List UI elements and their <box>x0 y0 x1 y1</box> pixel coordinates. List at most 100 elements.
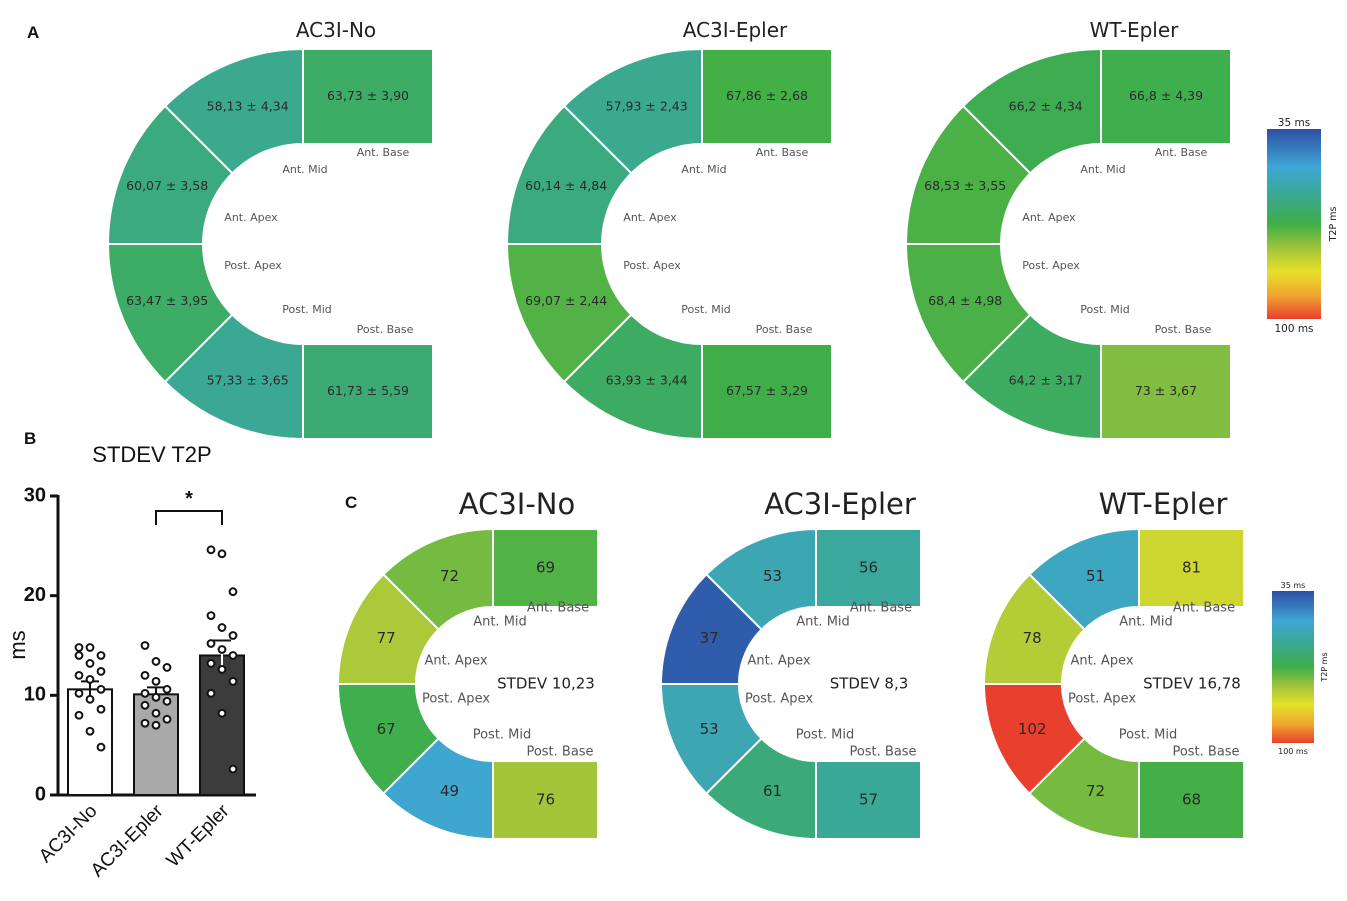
panel-b-bar-chart: STDEV T2P ms 0 10 20 30 AC3I-NoAC3I-EplerWT-Ep… <box>5 442 256 881</box>
segment-label-ant-apex: Ant. Apex <box>224 211 278 224</box>
segment-post-base <box>701 343 833 440</box>
data-point <box>151 676 161 686</box>
segment-label-post-base: Post. Base <box>526 745 593 760</box>
segment-label-post-mid: Post. Mid <box>796 728 855 743</box>
colorbar-a: 35 ms 100 ms T2P ms <box>1267 117 1339 335</box>
data-point <box>162 714 172 724</box>
colorbar-a-max-label: 100 ms <box>1274 323 1313 335</box>
data-point <box>85 659 95 668</box>
segment-value: 61 <box>763 782 782 800</box>
data-point <box>151 692 161 702</box>
segment-label-post-base: Post. Base <box>1155 323 1212 336</box>
colorbar-a-axis-label: T2P ms <box>1328 207 1339 243</box>
segment-label-post-apex: Post. Apex <box>623 259 681 272</box>
significance-bracket <box>155 510 223 525</box>
segment-post-base <box>1100 343 1232 440</box>
segment-value: 66,2 ± 4,34 <box>1009 99 1083 114</box>
colorbar-c: 35 ms 100 ms T2P ms <box>1272 581 1329 756</box>
segment-label-post-apex: Post. Apex <box>745 692 813 707</box>
colorbar-c-min-label: 35 ms <box>1281 581 1306 590</box>
data-point <box>228 587 238 597</box>
data-point <box>140 671 150 680</box>
data-point <box>217 708 227 718</box>
segment-label-ant-base: Ant. Base <box>527 601 589 616</box>
map-title: WT-Epler <box>1090 18 1180 42</box>
segment-value: 73 ± 3,67 <box>1135 383 1197 398</box>
segment-value: 66,8 ± 4,39 <box>1129 88 1203 103</box>
data-point <box>140 700 150 710</box>
data-point <box>140 688 150 698</box>
segment-value: 57,93 ± 2,43 <box>606 99 688 114</box>
segment-value: 53 <box>700 720 719 738</box>
segment-value: 69,07 ± 2,44 <box>525 293 607 308</box>
segment-value: 60,14 ± 4,84 <box>525 178 607 193</box>
x-category-label: AC3I-Epler <box>87 800 168 881</box>
panel-a-bullseye-maps: AC3I-No 63,73 ± 3,90 58,13 ± 4,34 60,07 ± 3… <box>106 18 1232 441</box>
segment-value: 68,53 ± 3,55 <box>924 178 1006 193</box>
map-title: WT-Epler <box>1099 487 1228 521</box>
data-point <box>228 764 238 774</box>
data-point <box>74 643 84 652</box>
segment-value: 51 <box>1086 567 1105 585</box>
data-point <box>217 645 227 654</box>
segment-label-ant-base: Ant. Base <box>756 146 809 159</box>
segment-label-post-apex: Post. Apex <box>422 692 490 707</box>
colorbar-a-gradient <box>1267 129 1321 319</box>
bullseye-map: AC3I-No 63,73 ± 3,90 58,13 ± 4,34 60,07 ± 3… <box>106 18 434 441</box>
data-point <box>85 694 95 704</box>
data-point <box>96 704 106 714</box>
segment-label-post-base: Post. Base <box>756 323 813 336</box>
panel-c-letter: C <box>345 493 357 512</box>
data-point <box>217 623 227 632</box>
segment-value: 56 <box>859 559 878 577</box>
map-title: AC3I-No <box>459 487 575 521</box>
segment-post-base <box>1138 760 1245 840</box>
segment-value: 57,33 ± 3,65 <box>207 372 289 387</box>
segment-value: 72 <box>1086 782 1105 800</box>
colorbar-c-gradient <box>1272 591 1314 743</box>
segment-label-ant-apex: Ant. Apex <box>1070 654 1133 669</box>
segment-value: 67,86 ± 2,68 <box>726 88 808 103</box>
y-axis-label: ms <box>5 630 30 659</box>
data-point <box>85 674 95 684</box>
segment-value: 49 <box>440 782 459 800</box>
data-point <box>140 718 150 728</box>
map-title: AC3I-Epler <box>764 487 916 521</box>
data-point <box>217 665 227 674</box>
segment-label-ant-apex: Ant. Apex <box>424 654 487 669</box>
data-point <box>140 641 150 650</box>
y-tick-label: 0 <box>35 783 46 805</box>
data-point <box>96 742 106 752</box>
data-point <box>96 667 106 676</box>
segment-value: 102 <box>1018 720 1047 738</box>
data-point <box>228 651 238 660</box>
panel-b-letter: B <box>24 429 36 448</box>
segment-value: 58,13 ± 4,34 <box>207 99 289 114</box>
segment-label-post-mid: Post. Mid <box>282 303 332 316</box>
data-point <box>74 688 84 698</box>
y-tick-label: 10 <box>24 684 46 706</box>
data-point <box>206 659 216 668</box>
segment-value: 63,73 ± 3,90 <box>327 88 409 103</box>
segment-value: 68 <box>1182 791 1201 809</box>
segment-value: 53 <box>763 567 782 585</box>
data-point <box>151 720 161 730</box>
stdev-label: STDEV 16,78 <box>1143 675 1241 693</box>
map-title: AC3I-No <box>296 18 376 42</box>
segment-label-post-apex: Post. Apex <box>1022 259 1080 272</box>
segment-value: 76 <box>536 791 555 809</box>
segment-label-ant-base: Ant. Base <box>1155 146 1208 159</box>
y-tick-label: 20 <box>24 584 46 606</box>
data-point <box>85 726 95 736</box>
data-point <box>162 696 172 706</box>
segment-value: 77 <box>377 629 396 647</box>
segment-value: 68,4 ± 4,98 <box>928 293 1002 308</box>
segment-label-post-mid: Post. Mid <box>473 728 532 743</box>
segment-label-ant-mid: Ant. Mid <box>1119 615 1173 630</box>
data-point <box>85 643 95 652</box>
data-point <box>206 688 216 698</box>
segment-value: 64,2 ± 3,17 <box>1009 372 1083 387</box>
segment-label-ant-base: Ant. Base <box>357 146 410 159</box>
